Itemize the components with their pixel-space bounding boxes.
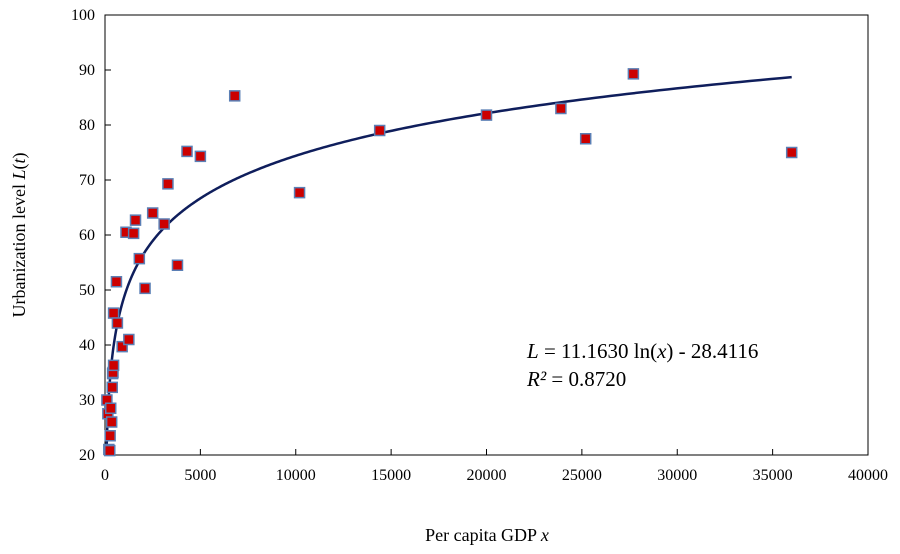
data-point — [162, 178, 174, 190]
x-tick-label: 40000 — [848, 467, 888, 484]
data-point — [171, 259, 184, 271]
data-point — [373, 124, 386, 137]
y-tick-label: 70 — [79, 172, 95, 189]
y-tick-label: 50 — [79, 282, 95, 299]
x-tick-label: 30000 — [657, 467, 697, 484]
trendline — [105, 75, 792, 453]
data-point — [105, 416, 118, 428]
y-axis-label: Urbanization level L(t) — [9, 153, 30, 318]
data-point — [129, 214, 142, 226]
data-point — [127, 227, 140, 240]
x-tick-label: 15000 — [371, 467, 411, 484]
data-point — [555, 102, 567, 115]
data-point — [107, 359, 120, 372]
data-point — [139, 282, 151, 295]
data-point — [106, 381, 118, 394]
x-tick-label: 25000 — [562, 467, 602, 484]
x-axis-ticks: 0 5000 10000 15000 20000 25000 30000 35000 40000 — [101, 449, 888, 484]
x-tick-label: 5000 — [184, 467, 216, 484]
data-point — [110, 276, 123, 288]
data-point — [116, 340, 128, 353]
data-point — [293, 186, 306, 199]
x-tick-label: 35000 — [753, 467, 793, 484]
y-tick-label: 30 — [79, 392, 95, 409]
y-tick-label: 100 — [71, 7, 95, 24]
data-point — [111, 317, 124, 329]
x-tick-label: 0 — [101, 467, 109, 484]
data-points — [101, 68, 798, 457]
data-point — [123, 333, 135, 346]
y-axis-ticks: 20 30 40 50 60 70 80 90 100 — [71, 7, 111, 464]
data-point — [104, 402, 117, 414]
x-axis-label: Per capita GDP x — [425, 525, 549, 545]
data-point — [480, 109, 493, 121]
y-tick-label: 60 — [79, 227, 95, 244]
y-tick-label: 40 — [79, 337, 95, 354]
y-tick-label: 90 — [79, 62, 95, 79]
data-point — [158, 218, 170, 230]
data-point — [228, 90, 241, 102]
data-point — [133, 252, 146, 265]
y-tick-label: 80 — [79, 117, 95, 134]
data-point — [785, 146, 798, 159]
data-point — [104, 444, 116, 457]
trend-equation: L = 11.1630 ln(x) - 28.4116 — [526, 339, 758, 363]
data-point — [579, 133, 592, 145]
data-point — [194, 150, 207, 163]
y-tick-label: 20 — [79, 447, 95, 464]
r-squared-label: R² = 0.8720 — [526, 367, 626, 391]
data-point — [104, 430, 116, 442]
x-tick-label: 10000 — [276, 467, 316, 484]
data-point — [146, 207, 159, 219]
x-tick-label: 20000 — [467, 467, 507, 484]
data-point — [107, 307, 120, 319]
data-point — [627, 68, 640, 80]
data-point — [181, 145, 193, 158]
